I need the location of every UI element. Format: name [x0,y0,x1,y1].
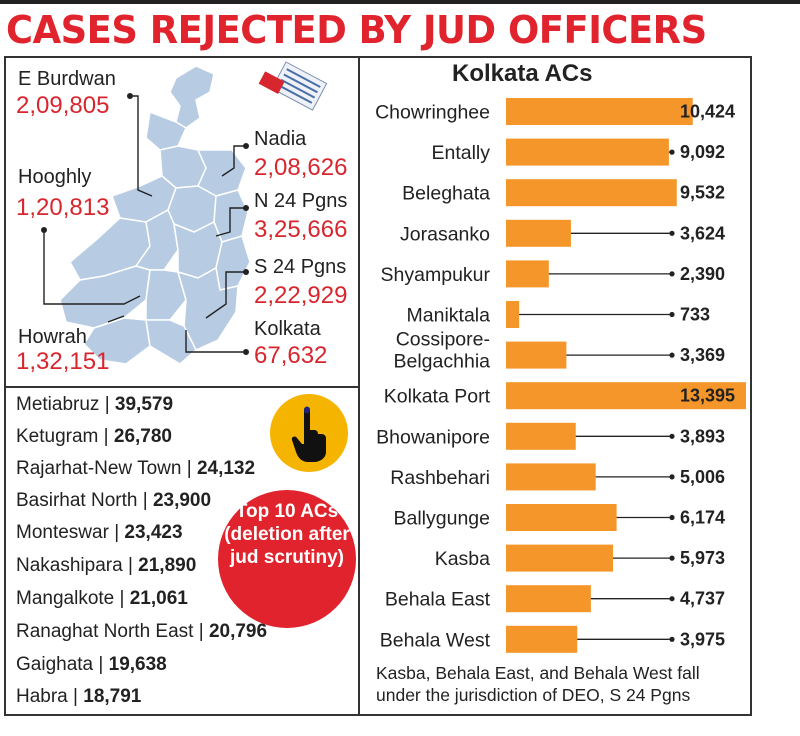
chart-footnote: Kasba, Behala East, and Behala West fall… [376,663,700,705]
district-value-howrah: 1,32,151 [16,348,110,375]
bar [506,625,578,653]
district-name-n24pgns: N 24 Pgns [254,190,348,212]
value-label: 4,737 [680,589,725,609]
value-label: 3,369 [680,345,725,365]
category-label: Bhowanipore [376,426,490,448]
bar [506,219,571,247]
top10-item: Habra | 18,791 [16,686,142,707]
leader-dot [669,433,675,439]
bar [506,585,591,613]
category-label: Jorasanko [400,223,490,245]
bar [506,98,693,125]
category-label: Behala West [380,629,491,651]
ballot-paper-icon [258,61,328,111]
district-name-s24pgns: S 24 Pgns [254,256,347,278]
district-value-e-burdwan: 2,09,805 [16,92,110,119]
leader-dot [669,514,675,521]
district-name-e-burdwan: E Burdwan [18,68,116,90]
value-label: 5,006 [680,467,725,487]
top10-item: Basirhat North | 23,900 [16,490,212,511]
top10-item: Monteswar | 23,423 [16,522,183,543]
value-label: 10,424 [680,102,735,122]
district-name-kolkata: Kolkata [254,318,321,340]
category-label: Behala East [385,589,491,611]
horizontal-divider [4,386,360,388]
value-label: 3,893 [680,426,725,446]
category-label: Maniktala [407,305,491,327]
category-label: Beleghata [402,183,490,205]
leader-dot [669,149,675,155]
top10-item: Rajarhat-New Town | 24,132 [16,458,256,479]
category-label: Ballygunge [394,508,491,530]
value-label: 9,532 [680,183,725,203]
top10-item: Nakashipara | 21,890 [16,555,197,576]
bar [506,138,669,166]
leader-dot [669,352,675,358]
bar [506,341,567,369]
value-label: 9,092 [680,142,725,162]
district-value-kolkata: 67,632 [254,342,328,369]
district-value-s24pgns: 2,22,929 [254,282,348,309]
district-map [41,61,328,365]
bar [506,504,617,531]
leader-dot [669,555,675,561]
district-name-nadia: Nadia [254,128,307,150]
district-name-hooghly: Hooghly [18,166,92,188]
bar [506,463,596,491]
district-name-howrah: Howrah [18,326,87,348]
leader-dot [669,596,675,602]
top10-item: Ketugram | 26,780 [16,426,172,447]
chart-title: Kolkata ACs [452,60,593,87]
bar [506,260,549,288]
bar [506,301,520,328]
top10-badge [218,490,356,628]
leader-dot [669,474,675,480]
district-value-nadia: 2,08,626 [254,154,348,181]
inked-finger-icon [270,394,348,472]
value-label: 3,975 [680,629,725,649]
value-label: 733 [680,305,710,325]
bar [506,382,746,410]
value-label: 5,973 [680,548,725,568]
district-value-hooghly: 1,20,813 [16,194,110,221]
page-title: CASES REJECTED BY JUD OFFICERS [6,8,707,52]
value-label: 2,390 [680,264,725,284]
value-label: 13,395 [680,386,735,406]
category-label: Chowringhee [375,102,490,124]
top10-badge-text: Top 10 ACs (deletion after jud scrutiny) [224,501,350,568]
category-label: Belgachhia [394,351,491,373]
bar [506,422,576,450]
category-label: Rashbehari [390,467,490,489]
leader-dot [669,311,675,318]
bar [506,179,677,207]
leader-dot [669,230,675,236]
leader-dot [669,271,675,277]
district-value-n24pgns: 3,25,666 [254,216,348,243]
bar [506,544,614,572]
category-label: Shyampukur [381,264,491,286]
category-label: Kolkata Port [384,386,491,408]
top10-item: Ranaghat North East | 20,796 [16,621,268,642]
leader-lines [43,95,246,353]
top10-item: Mangalkote | 21,061 [16,588,188,609]
top10-item: Gaighata | 19,638 [16,654,167,675]
top10-item: Metiabruz | 39,579 [16,394,174,415]
leader-dot [669,636,675,642]
value-label: 6,174 [680,508,725,528]
category-label: Kasba [435,548,490,570]
kolkata-acs-bar-chart: 10,424 Chowringhee 9,092 Entally 9,532 Belegh… [375,98,746,653]
category-label: Cossipore- [396,329,490,351]
category-label: Entally [431,142,490,164]
value-label: 3,624 [680,223,725,243]
top-rule [0,0,800,4]
